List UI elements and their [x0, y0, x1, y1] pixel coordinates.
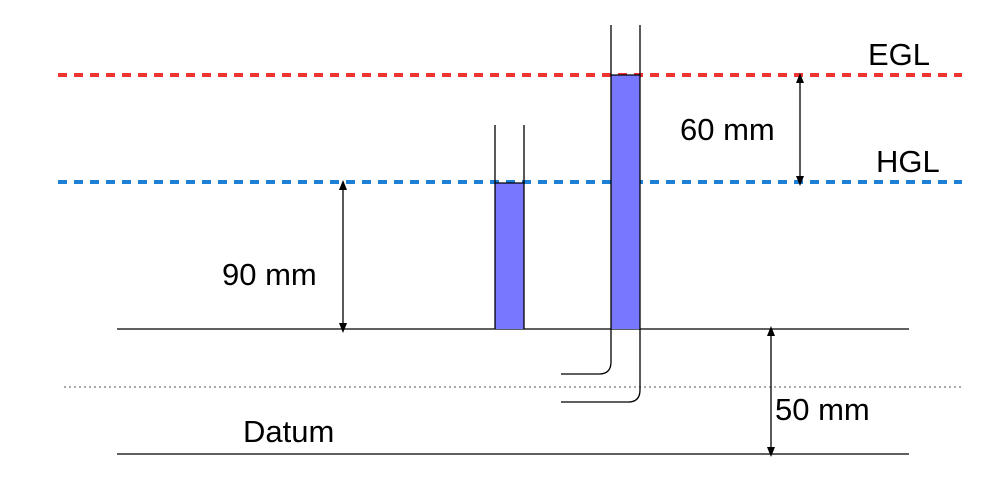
- dimension-label-60mm: 60 mm: [680, 112, 775, 147]
- dimension-label-50mm: 50 mm: [775, 392, 870, 427]
- pitot-tube-right-wall: [561, 25, 641, 403]
- pitot-tube-water-column: [611, 75, 640, 329]
- datum-label: Datum: [243, 414, 334, 449]
- hgl-label: HGL: [876, 144, 940, 179]
- pitot-tube-left-wall: [561, 25, 612, 375]
- piezometer-water-column: [495, 183, 524, 329]
- egl-label: EGL: [868, 37, 930, 72]
- dimension-label-90mm: 90 mm: [222, 257, 317, 292]
